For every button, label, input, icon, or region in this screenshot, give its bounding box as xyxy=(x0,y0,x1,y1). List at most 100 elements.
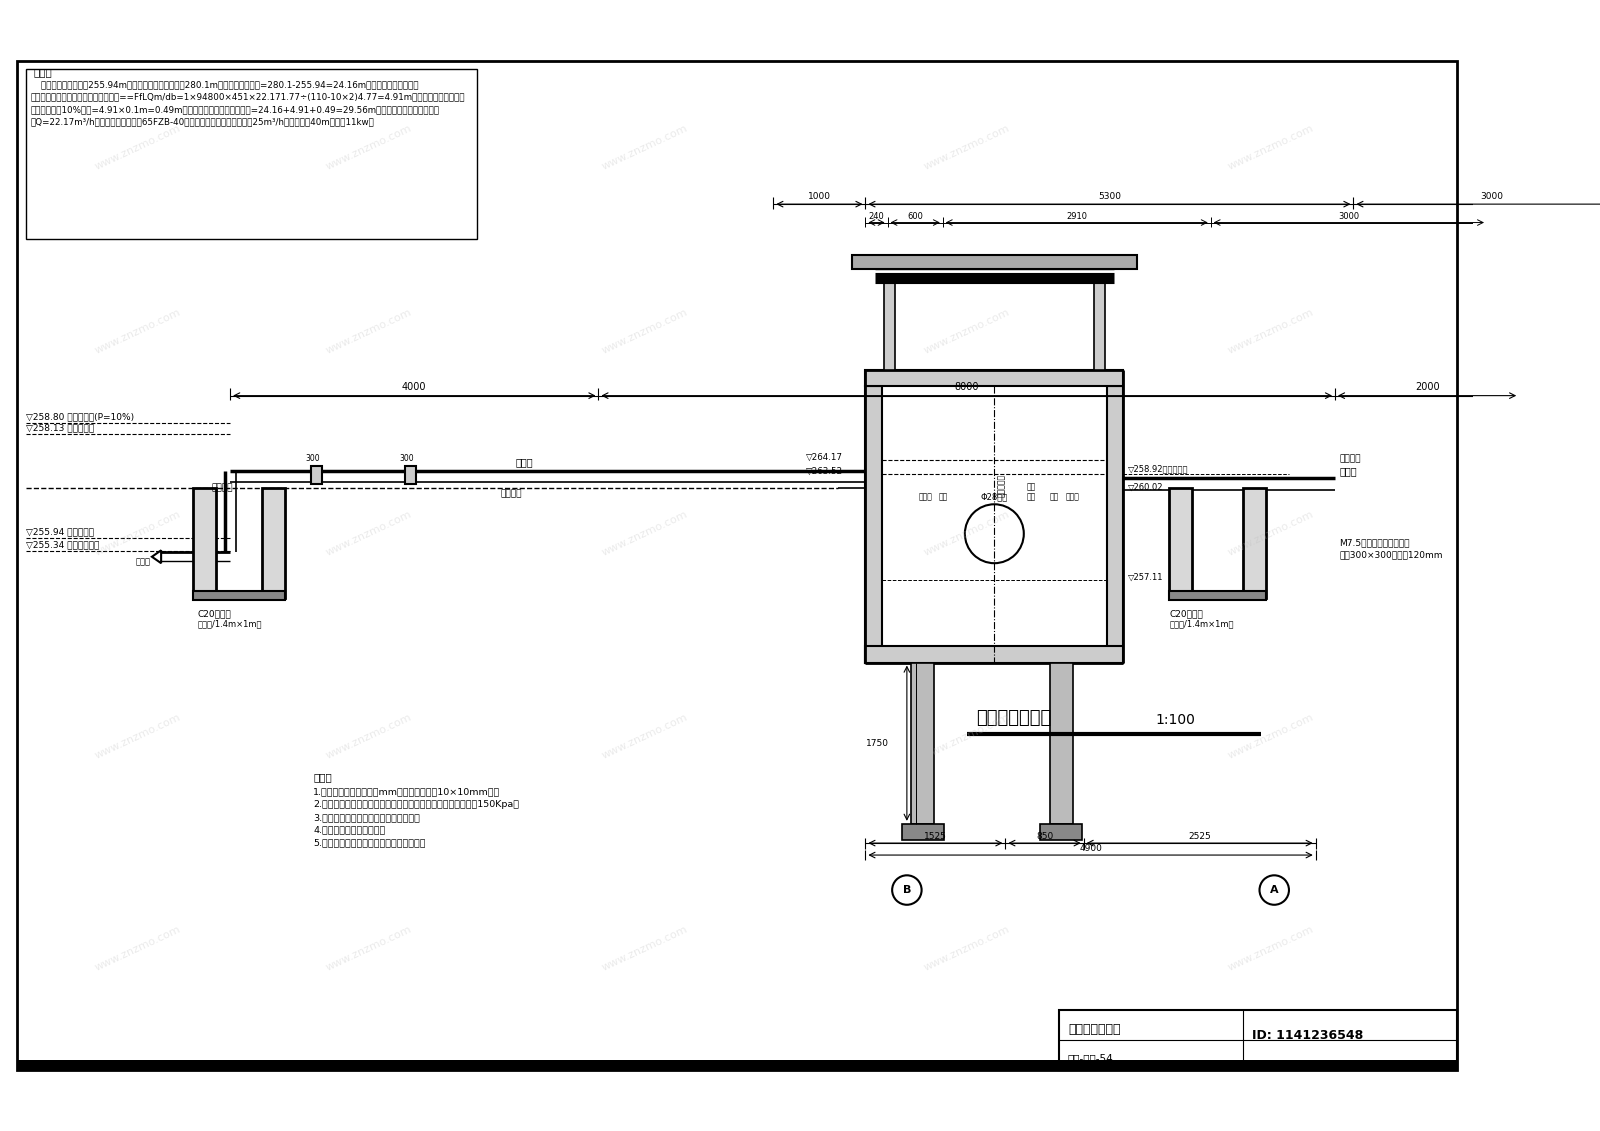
Text: 2000: 2000 xyxy=(1414,382,1440,392)
Text: ▽258.92（泵坑顶）: ▽258.92（泵坑顶） xyxy=(1128,464,1189,473)
Text: 5300: 5300 xyxy=(1098,192,1122,201)
Text: 5.其它未说明之处均按现行相关规范执行。: 5.其它未说明之处均按现行相关规范执行。 xyxy=(314,839,426,848)
Text: 4900: 4900 xyxy=(1078,844,1102,853)
Text: www.znzmo.com: www.znzmo.com xyxy=(1226,307,1315,355)
Text: www.znzmo.com: www.znzmo.com xyxy=(323,123,413,172)
Bar xyxy=(866,646,1123,663)
Text: 240: 240 xyxy=(869,211,885,221)
Bar xyxy=(310,466,322,484)
Text: www.znzmo.com: www.znzmo.com xyxy=(93,307,182,355)
Text: www.znzmo.com: www.znzmo.com xyxy=(323,509,413,558)
Text: www.znzmo.com: www.znzmo.com xyxy=(323,924,413,973)
Text: C20砼镇墩: C20砼镇墩 xyxy=(198,610,232,619)
Text: ▽258.13 正常蓄水位: ▽258.13 正常蓄水位 xyxy=(26,423,94,432)
Text: 1.图中单位除标明外均为mm计，尺寸大小为10×10mm计。: 1.图中单位除标明外均为mm计，尺寸大小为10×10mm计。 xyxy=(314,787,501,796)
Text: ▽255.34 最低运行水位: ▽255.34 最低运行水位 xyxy=(26,541,99,550)
Text: 4.本工程不考虑地底水层。: 4.本工程不考虑地底水层。 xyxy=(314,826,386,835)
Text: C20砼镇墩: C20砼镇墩 xyxy=(1170,610,1203,619)
Text: 2.独立柱基础和坦基基础应设置于基岩风化土层上，荷载不低于150Kpa。: 2.独立柱基础和坦基基础应设置于基岩风化土层上，荷载不低于150Kpa。 xyxy=(314,800,518,809)
Text: 说明：: 说明： xyxy=(314,772,331,783)
Text: www.znzmo.com: www.znzmo.com xyxy=(600,924,690,973)
Text: ▽264.17: ▽264.17 xyxy=(806,452,843,461)
Text: www.znzmo.com: www.znzmo.com xyxy=(922,123,1011,172)
Text: Φ28泵坑: Φ28泵坑 xyxy=(981,492,1008,501)
Text: www.znzmo.com: www.znzmo.com xyxy=(1226,509,1315,558)
Text: www.znzmo.com: www.znzmo.com xyxy=(600,509,690,558)
Text: www.znzmo.com: www.znzmo.com xyxy=(1226,123,1315,172)
Text: 水泵中心线: 水泵中心线 xyxy=(997,474,1006,497)
Text: www.znzmo.com: www.znzmo.com xyxy=(93,924,182,973)
Text: 止回阀: 止回阀 xyxy=(918,492,933,501)
Text: 闸阀: 闸阀 xyxy=(1050,492,1059,501)
Bar xyxy=(866,370,1123,387)
Text: 程水头损失的10%计算=4.91×0.1m=0.49m，因此得出本泵站所需扬程为=24.16+4.91+0.49=29.56m；根据报告中可得出泵站流: 程水头损失的10%计算=4.91×0.1m=0.49m，因此得出本泵站所需扬程为… xyxy=(30,105,440,114)
Text: 道系统进口之间的管道沿程摩水头损失==FfLQm/db=1×94800×451×22.171.77÷(110-10×2)4.77=4.91m；局部水头损失按照沿: 道系统进口之间的管道沿程摩水头损失==FfLQm/db=1×94800×451×… xyxy=(30,93,466,102)
Bar xyxy=(1170,487,1192,598)
Text: A: A xyxy=(1270,886,1278,895)
Bar xyxy=(1094,278,1106,370)
Text: ▽255.94 进水口高程: ▽255.94 进水口高程 xyxy=(26,527,94,536)
Text: 本泵站进水口高程为255.94m，高位水池进水口高程为280.1m，因此泵站静扬程=280.1-255.94=24.16m；水泵吸水管进口至管: 本泵站进水口高程为255.94m，高位水池进水口高程为280.1m，因此泵站静扬… xyxy=(30,80,419,89)
Text: www.znzmo.com: www.znzmo.com xyxy=(600,307,690,355)
Bar xyxy=(16,1061,1456,1070)
Text: 进水管: 进水管 xyxy=(515,457,534,467)
Bar xyxy=(262,487,285,598)
Text: 1000: 1000 xyxy=(808,192,830,201)
Text: 8000: 8000 xyxy=(955,382,979,392)
Text: 图号-页高-54: 图号-页高-54 xyxy=(1067,1053,1114,1063)
Text: 4000: 4000 xyxy=(402,382,427,392)
Text: ▽257.11: ▽257.11 xyxy=(1128,572,1163,581)
Text: www.znzmo.com: www.znzmo.com xyxy=(93,123,182,172)
Bar xyxy=(851,254,1138,268)
Text: www.znzmo.com: www.znzmo.com xyxy=(922,307,1011,355)
Text: 止回阀: 止回阀 xyxy=(1066,492,1080,501)
Bar xyxy=(1243,487,1266,598)
Bar xyxy=(1107,387,1123,663)
Text: 3.地面标高与实际有出入，以实际为准。: 3.地面标高与实际有出入，以实际为准。 xyxy=(314,813,419,822)
Text: 2525: 2525 xyxy=(1189,832,1211,841)
Text: 柔性
接头: 柔性 接头 xyxy=(1027,482,1035,501)
Text: 提灌站横断面图: 提灌站横断面图 xyxy=(976,709,1051,727)
Text: ▽263.52: ▽263.52 xyxy=(806,467,843,476)
Text: 说明：: 说明： xyxy=(34,67,51,77)
Bar xyxy=(1170,590,1266,601)
Text: 梨树基地泵站水: 梨树基地泵站水 xyxy=(1067,1022,1120,1036)
Bar xyxy=(1040,823,1082,840)
Text: 量Q=22.17m³/h，选取离心泵型号为65FZB-40，水泵详细参数为：额定流量25m³/h，额定扬程40m，功率11kw。: 量Q=22.17m³/h，选取离心泵型号为65FZB-40，水泵详细参数为：额定… xyxy=(30,118,374,127)
Text: 600: 600 xyxy=(907,211,923,221)
Text: 喇叭口: 喇叭口 xyxy=(136,556,150,566)
Text: 1750: 1750 xyxy=(866,739,888,748)
Text: （规格/1.4m×1m）: （规格/1.4m×1m） xyxy=(198,620,262,629)
Text: www.znzmo.com: www.znzmo.com xyxy=(323,307,413,355)
Bar xyxy=(405,466,416,484)
Text: 原地面线: 原地面线 xyxy=(1339,455,1362,464)
Text: 300: 300 xyxy=(306,454,320,463)
Text: 出水管: 出水管 xyxy=(1339,467,1357,476)
Text: www.znzmo.com: www.znzmo.com xyxy=(922,924,1011,973)
Text: 原地面线: 原地面线 xyxy=(211,483,234,492)
Text: www.znzmo.com: www.znzmo.com xyxy=(922,509,1011,558)
Text: www.znzmo.com: www.znzmo.com xyxy=(600,713,690,761)
Text: 300: 300 xyxy=(400,454,414,463)
Text: 原地面线: 原地面线 xyxy=(501,490,522,499)
Text: B: B xyxy=(902,886,910,895)
Text: 1525: 1525 xyxy=(923,832,947,841)
Text: 1:100: 1:100 xyxy=(1155,713,1195,727)
Text: （规格/1.4m×1m）: （规格/1.4m×1m） xyxy=(1170,620,1234,629)
Bar xyxy=(26,69,477,239)
Text: www.znzmo.com: www.znzmo.com xyxy=(93,509,182,558)
Bar xyxy=(866,387,882,663)
Bar xyxy=(194,590,285,601)
Bar xyxy=(912,663,934,823)
Bar xyxy=(902,823,944,840)
Text: 3000: 3000 xyxy=(1480,192,1502,201)
Bar xyxy=(883,278,894,370)
Text: www.znzmo.com: www.znzmo.com xyxy=(922,713,1011,761)
Text: ▽260.02: ▽260.02 xyxy=(1128,483,1163,491)
Text: 2910: 2910 xyxy=(1066,211,1088,221)
Text: www.znzmo.com: www.znzmo.com xyxy=(1226,924,1315,973)
Text: ID: 1141236548: ID: 1141236548 xyxy=(1253,1029,1363,1042)
Text: www.znzmo.com: www.znzmo.com xyxy=(1226,713,1315,761)
Text: 850: 850 xyxy=(1035,832,1053,841)
Bar xyxy=(1050,663,1072,823)
